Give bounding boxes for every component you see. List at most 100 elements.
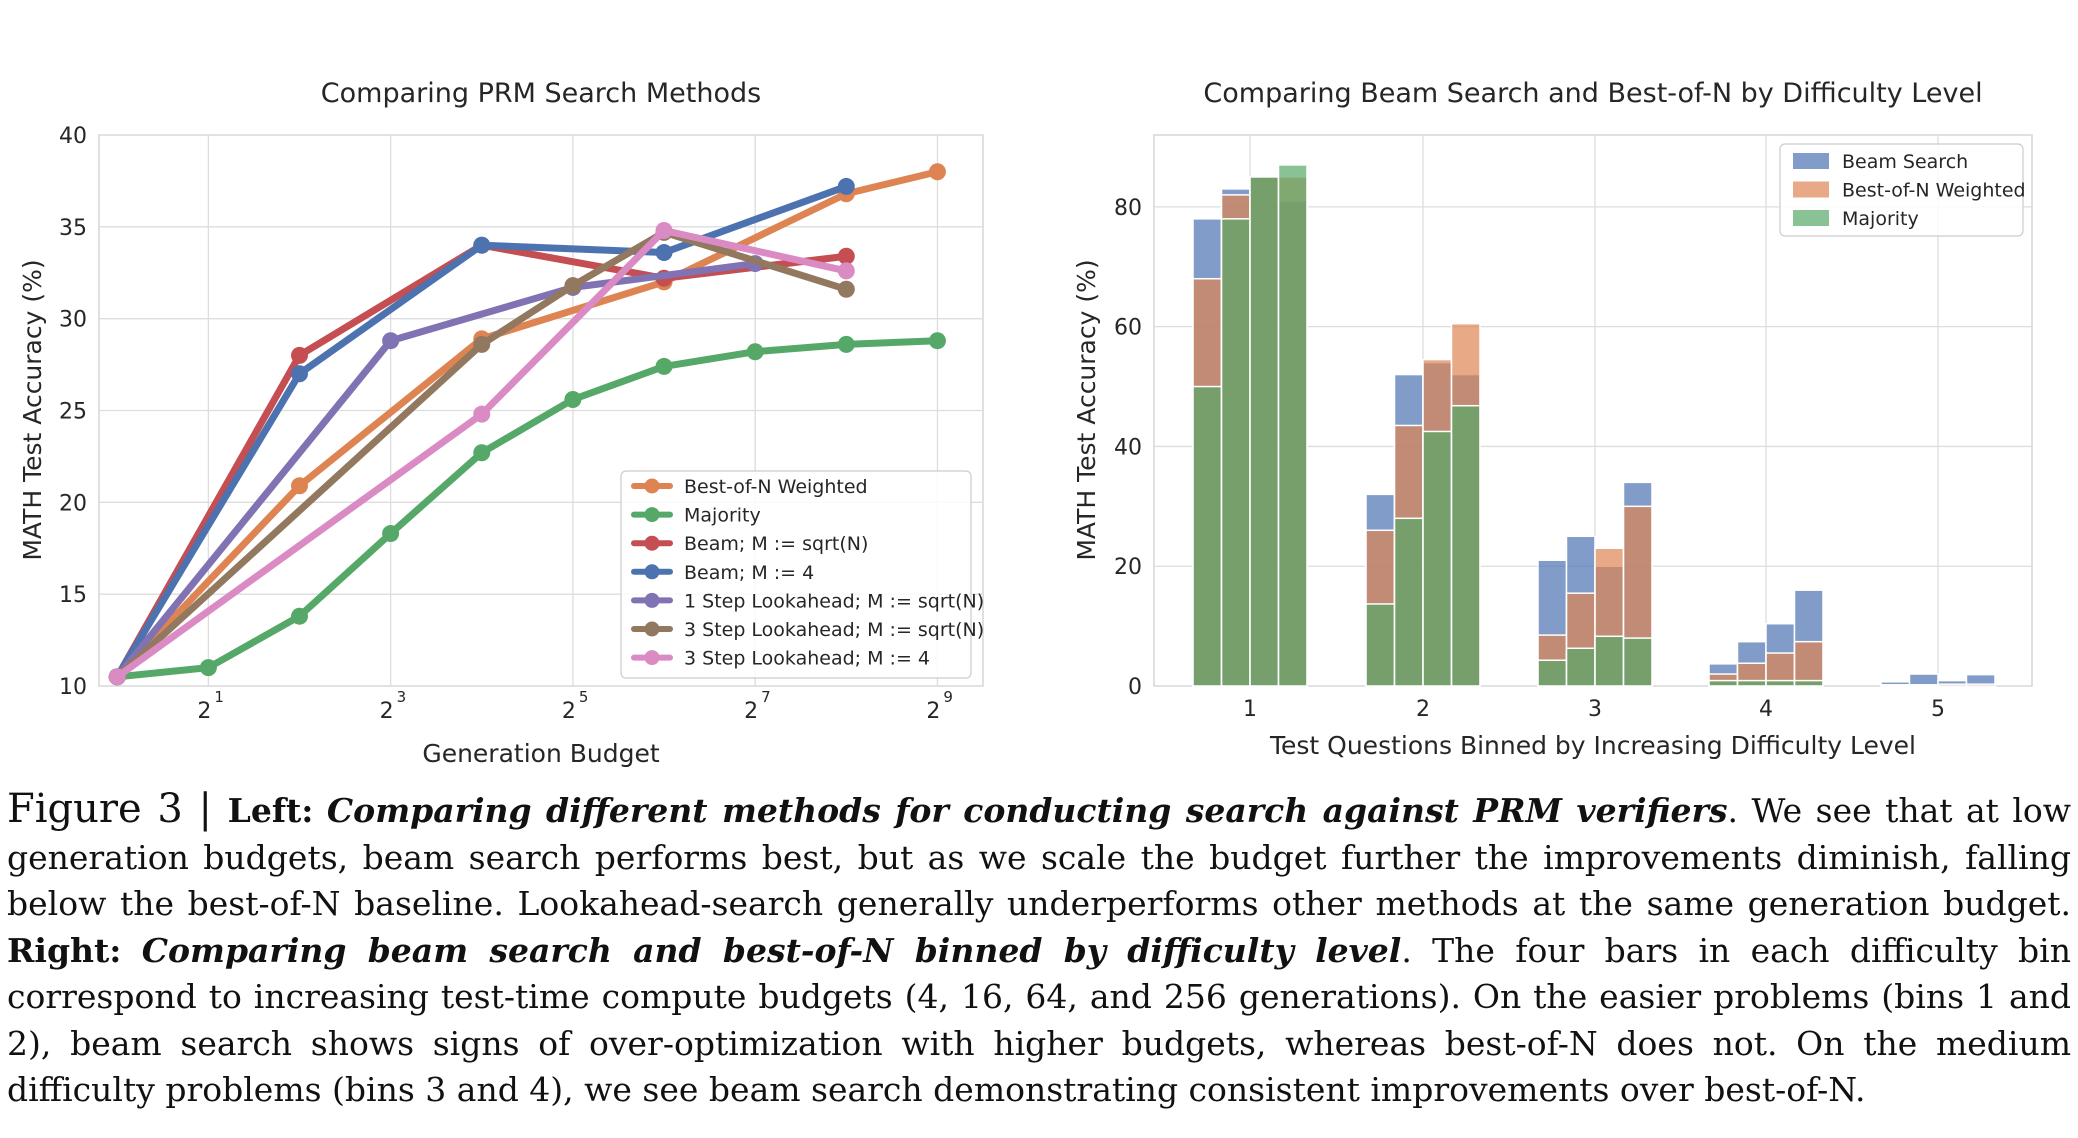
- bar-series-1: [1880, 684, 1911, 687]
- bar-series-2: [1708, 679, 1739, 687]
- left-chart-title: Comparing PRM Search Methods: [321, 78, 761, 109]
- right-y-axis-label: MATH Test Accuracy (%): [1072, 259, 1101, 560]
- caption-left-label: Left:: [227, 791, 314, 830]
- left-legend-marker: [644, 621, 660, 637]
- series-marker-6: [108, 668, 126, 686]
- series-marker-1: [928, 332, 946, 350]
- left-x-tick-exp: 3: [397, 688, 407, 706]
- left-y-tick-label: 10: [59, 675, 87, 700]
- right-y-tick-label: 80: [1114, 196, 1142, 221]
- right-y-tick-label: 0: [1128, 675, 1142, 700]
- series-marker-0: [928, 163, 946, 181]
- series-marker-2: [837, 247, 855, 265]
- left-legend-label: 1 Step Lookahead; M := sqrt(N): [684, 590, 984, 612]
- left-y-tick-label: 15: [59, 583, 87, 608]
- series-marker-1: [199, 659, 217, 677]
- left-y-tick-label: 35: [59, 216, 87, 241]
- right-chart: Comparing Beam Search and Best-of-N by D…: [1072, 78, 2033, 760]
- left-x-tick-exp: 1: [214, 688, 224, 706]
- right-legend-box: [1779, 143, 2024, 237]
- series-marker-1: [473, 444, 491, 462]
- left-legend-label: Beam; M := 4: [684, 562, 814, 584]
- left-x-tick-exp: 5: [579, 688, 589, 706]
- right-legend-label: Majority: [1842, 208, 1919, 230]
- series-marker-2: [290, 346, 308, 364]
- right-chart-title: Comparing Beam Search and Best-of-N by D…: [1203, 78, 1982, 109]
- bar-series-2: [1537, 659, 1568, 687]
- series-line-4: [113, 260, 759, 681]
- bar-series-2: [1765, 679, 1796, 687]
- right-x-tick-label: 3: [1588, 697, 1602, 722]
- left-y-tick-label: 40: [59, 124, 87, 149]
- left-y-tick-label: 25: [59, 400, 87, 425]
- right-y-tick-label: 40: [1114, 435, 1142, 460]
- bar-series-2: [1393, 517, 1424, 687]
- left-legend-label: Majority: [684, 505, 761, 527]
- right-x-tick-label: 4: [1759, 697, 1773, 722]
- bar-series-2: [1622, 637, 1653, 687]
- right-legend-label: Best-of-N Weighted: [1842, 180, 2026, 202]
- bar-series-2: [1736, 679, 1767, 687]
- series-marker-5: [837, 280, 855, 298]
- series-marker-3: [655, 244, 673, 262]
- right-x-tick-label: 1: [1243, 697, 1257, 722]
- series-marker-6: [655, 222, 673, 240]
- left-legend-marker: [644, 592, 660, 608]
- series-marker-3: [290, 365, 308, 383]
- bar-series-2: [1192, 385, 1223, 687]
- bar-series-2: [1450, 404, 1481, 687]
- right-y-tick-label: 20: [1114, 555, 1142, 580]
- right-y-ticks: 0 20 40 60 80: [1114, 196, 1142, 700]
- series-marker-1: [837, 335, 855, 353]
- left-x-tick-exp: 9: [943, 688, 953, 706]
- bar-series-1: [1937, 683, 1968, 687]
- bar-series-2: [1220, 218, 1251, 687]
- right-legend: Beam Search Best-of-N Weighted Majority: [1779, 143, 2026, 237]
- left-y-tick-label: 30: [59, 308, 87, 333]
- bar-series-2: [1594, 635, 1625, 687]
- bar-series-1: [1965, 683, 1996, 687]
- series-marker-1: [655, 357, 673, 375]
- bar-series-2: [1277, 164, 1308, 687]
- caption-right-text: . The four bars in each difficulty bin c…: [7, 930, 2071, 1110]
- right-legend-swatch: [1793, 181, 1829, 198]
- left-legend: Best-of-N Weighted Majority Beam; M := sqr…: [620, 470, 984, 679]
- series-marker-1: [564, 390, 582, 408]
- left-x-tick-exp: 7: [761, 688, 771, 706]
- right-legend-swatch: [1793, 153, 1829, 169]
- left-legend-label: Beam; M := sqrt(N): [684, 533, 868, 555]
- left-legend-marker: [644, 507, 660, 523]
- series-marker-5: [564, 277, 582, 295]
- series-marker-0: [290, 477, 308, 495]
- left-x-tick-base: 2: [926, 699, 940, 724]
- bar-series-1: [1908, 684, 1939, 687]
- bar-series-2: [1793, 679, 1824, 687]
- left-legend-box: [620, 470, 972, 679]
- figure-caption: Figure 3 | Left: Comparing different met…: [7, 786, 2071, 1114]
- series-marker-4: [382, 332, 400, 350]
- left-y-ticks: 10 15 20 25 30 35 40: [59, 124, 87, 700]
- left-x-tick-base: 2: [744, 699, 758, 724]
- caption-right-label: Right:: [7, 930, 122, 970]
- bar-series-2: [1249, 176, 1280, 687]
- left-x-tick-base: 2: [380, 699, 394, 724]
- series-line-0: [113, 168, 941, 681]
- series-marker-3: [473, 236, 491, 254]
- right-x-ticks: 1 2 3 4 5: [1243, 697, 1945, 722]
- left-legend-label: Best-of-N Weighted: [684, 476, 868, 498]
- left-x-tick-base: 2: [197, 699, 211, 724]
- caption-right-title: Comparing beam search and best-of-N binn…: [141, 930, 1402, 970]
- right-x-axis-label: Test Questions Binned by Increasing Diff…: [1269, 731, 1916, 760]
- series-line-6: [113, 227, 850, 681]
- right-legend-swatch: [1793, 210, 1829, 226]
- bar-series-2: [1565, 647, 1596, 687]
- right-y-tick-label: 60: [1114, 316, 1142, 341]
- right-legend-label: Beam Search: [1842, 151, 1968, 173]
- series-line-1: [113, 337, 941, 681]
- left-legend-label: 3 Step Lookahead; M := 4: [684, 648, 930, 670]
- left-y-axis-label: MATH Test Accuracy (%): [18, 259, 47, 560]
- left-legend-label: 3 Step Lookahead; M := sqrt(N): [684, 619, 984, 641]
- figure-charts: Comparing PRM Search Methods 10152025303…: [18, 78, 2033, 768]
- series-marker-1: [290, 607, 308, 625]
